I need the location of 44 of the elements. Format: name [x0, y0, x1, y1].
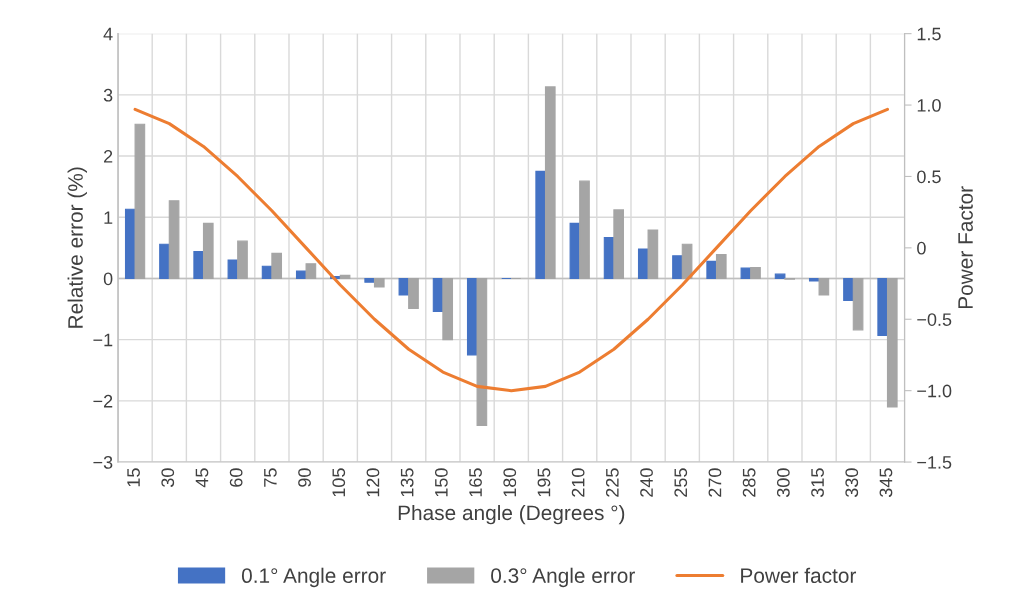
- y2-tick-label: 0: [917, 241, 926, 255]
- legend-label: 0.1° Angle error: [241, 567, 386, 588]
- x-tick-label: 90: [298, 468, 311, 487]
- x-tick-label: 135: [400, 468, 414, 497]
- y2-tick-label: −1.0: [917, 384, 952, 398]
- x-tick-label: 270: [708, 468, 722, 497]
- x-tick-label: 15: [127, 468, 140, 487]
- x-tick-label: 210: [571, 468, 585, 497]
- x-tick-label: 150: [434, 468, 448, 497]
- y-tick-label: 0: [103, 272, 113, 286]
- legend-label: Power factor: [741, 567, 857, 584]
- y2-tick-label: −1.5: [917, 456, 952, 469]
- x-tick-label: 165: [469, 468, 482, 497]
- y-tick-label: 3: [103, 88, 113, 102]
- y2-tick-label: 1.5: [917, 27, 941, 41]
- x-tick-label: 225: [605, 468, 619, 497]
- x-tick-label: 45: [195, 468, 209, 488]
- x-tick-label: 120: [366, 468, 380, 497]
- y2-tick-label: 0.5: [917, 170, 941, 184]
- x-tick-label: 315: [811, 468, 824, 498]
- x-tick-label: 300: [776, 468, 790, 498]
- y-tick-label: 4: [103, 27, 113, 41]
- x-tick-label: 345: [879, 468, 893, 498]
- y2-tick-label: −0.5: [917, 313, 952, 326]
- y-tick-label: −3: [93, 455, 113, 469]
- y-axis-title: Relative error (%): [67, 167, 87, 328]
- y-tick-label: −2: [93, 394, 113, 408]
- y-tick-label: 2: [104, 149, 113, 163]
- x-tick-label: 30: [161, 468, 175, 488]
- x-tick-label: 195: [537, 468, 551, 497]
- x-tick-label: 105: [332, 468, 346, 497]
- y-tick-label: 1: [104, 211, 113, 224]
- x-tick-label: 255: [674, 468, 688, 497]
- x-tick-label: 285: [742, 468, 756, 497]
- y2-tick-label: 1.0: [917, 98, 941, 112]
- x-axis-title: Phase angle (Degrees °): [398, 504, 625, 525]
- x-tick-label: 240: [640, 468, 653, 497]
- x-tick-label: 75: [264, 468, 277, 487]
- y-tick-label: −1: [93, 333, 113, 347]
- y2-axis-title: Power Factor: [958, 186, 973, 309]
- x-tick-label: 330: [845, 468, 859, 498]
- x-tick-label: 180: [503, 468, 517, 497]
- legend-label: 0.3° Angle error: [491, 567, 635, 588]
- x-tick-label: 60: [229, 468, 243, 487]
